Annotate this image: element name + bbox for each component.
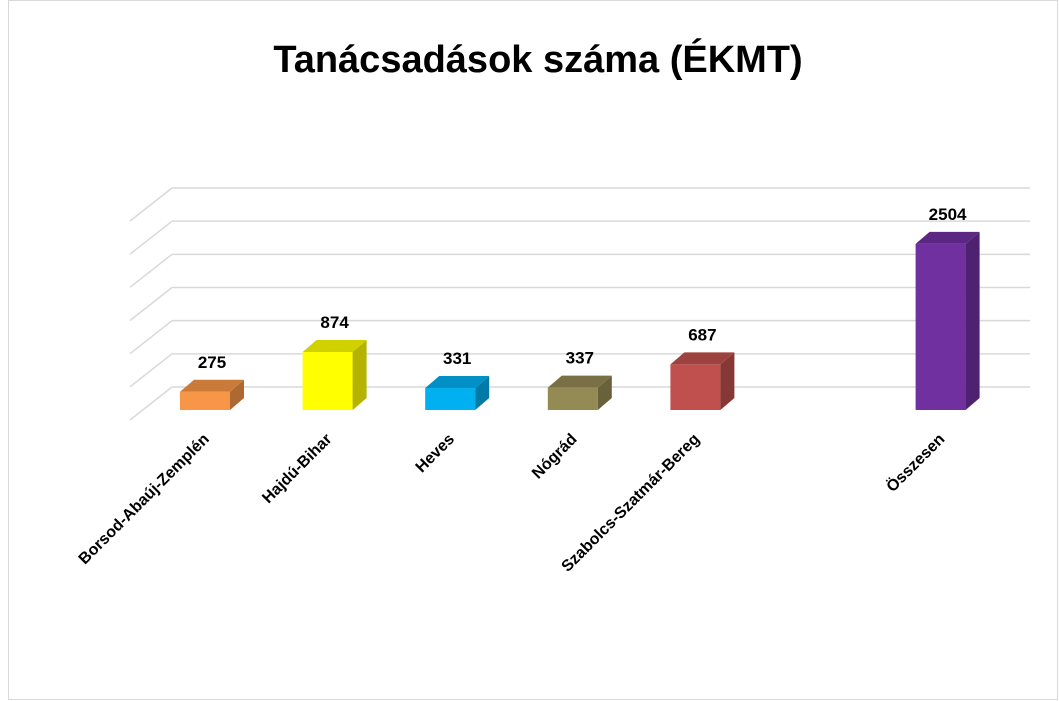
grid-line [129, 187, 173, 222]
bar [915, 231, 980, 410]
bar [425, 376, 490, 410]
chart-border [8, 0, 1058, 700]
bar-top [670, 352, 735, 365]
bar-side [230, 379, 244, 410]
grid-line [129, 220, 173, 255]
bar-side [475, 376, 490, 410]
grid-line [129, 320, 173, 355]
bar-top [547, 375, 612, 388]
grid-line [129, 286, 173, 322]
grid-line [129, 386, 173, 421]
data-label: 337 [566, 349, 594, 368]
bar-front [425, 388, 476, 410]
bar-front [547, 387, 598, 410]
bar-side [965, 231, 980, 410]
chart-title: Tanácsadások száma (ÉKMT) [273, 37, 802, 81]
bar-side [597, 375, 612, 410]
bar-side [352, 340, 367, 410]
data-label: 687 [688, 325, 716, 344]
bar-front [302, 352, 353, 410]
data-label: 275 [198, 353, 226, 372]
bar-top [425, 376, 490, 389]
bar [547, 375, 612, 410]
data-label: 331 [443, 349, 471, 368]
bar-front [670, 364, 721, 410]
data-label: 2504 [929, 205, 967, 224]
bar-front [180, 391, 230, 410]
bar-top [302, 340, 367, 353]
bar [302, 340, 367, 410]
bar [180, 379, 244, 410]
bar-side [720, 352, 735, 410]
bar-front [915, 243, 966, 410]
bar [670, 352, 735, 410]
bar-top [915, 231, 980, 244]
grid-line [129, 253, 173, 288]
bar-top [180, 379, 244, 392]
data-label: 874 [320, 313, 349, 332]
grid-line [129, 353, 173, 388]
